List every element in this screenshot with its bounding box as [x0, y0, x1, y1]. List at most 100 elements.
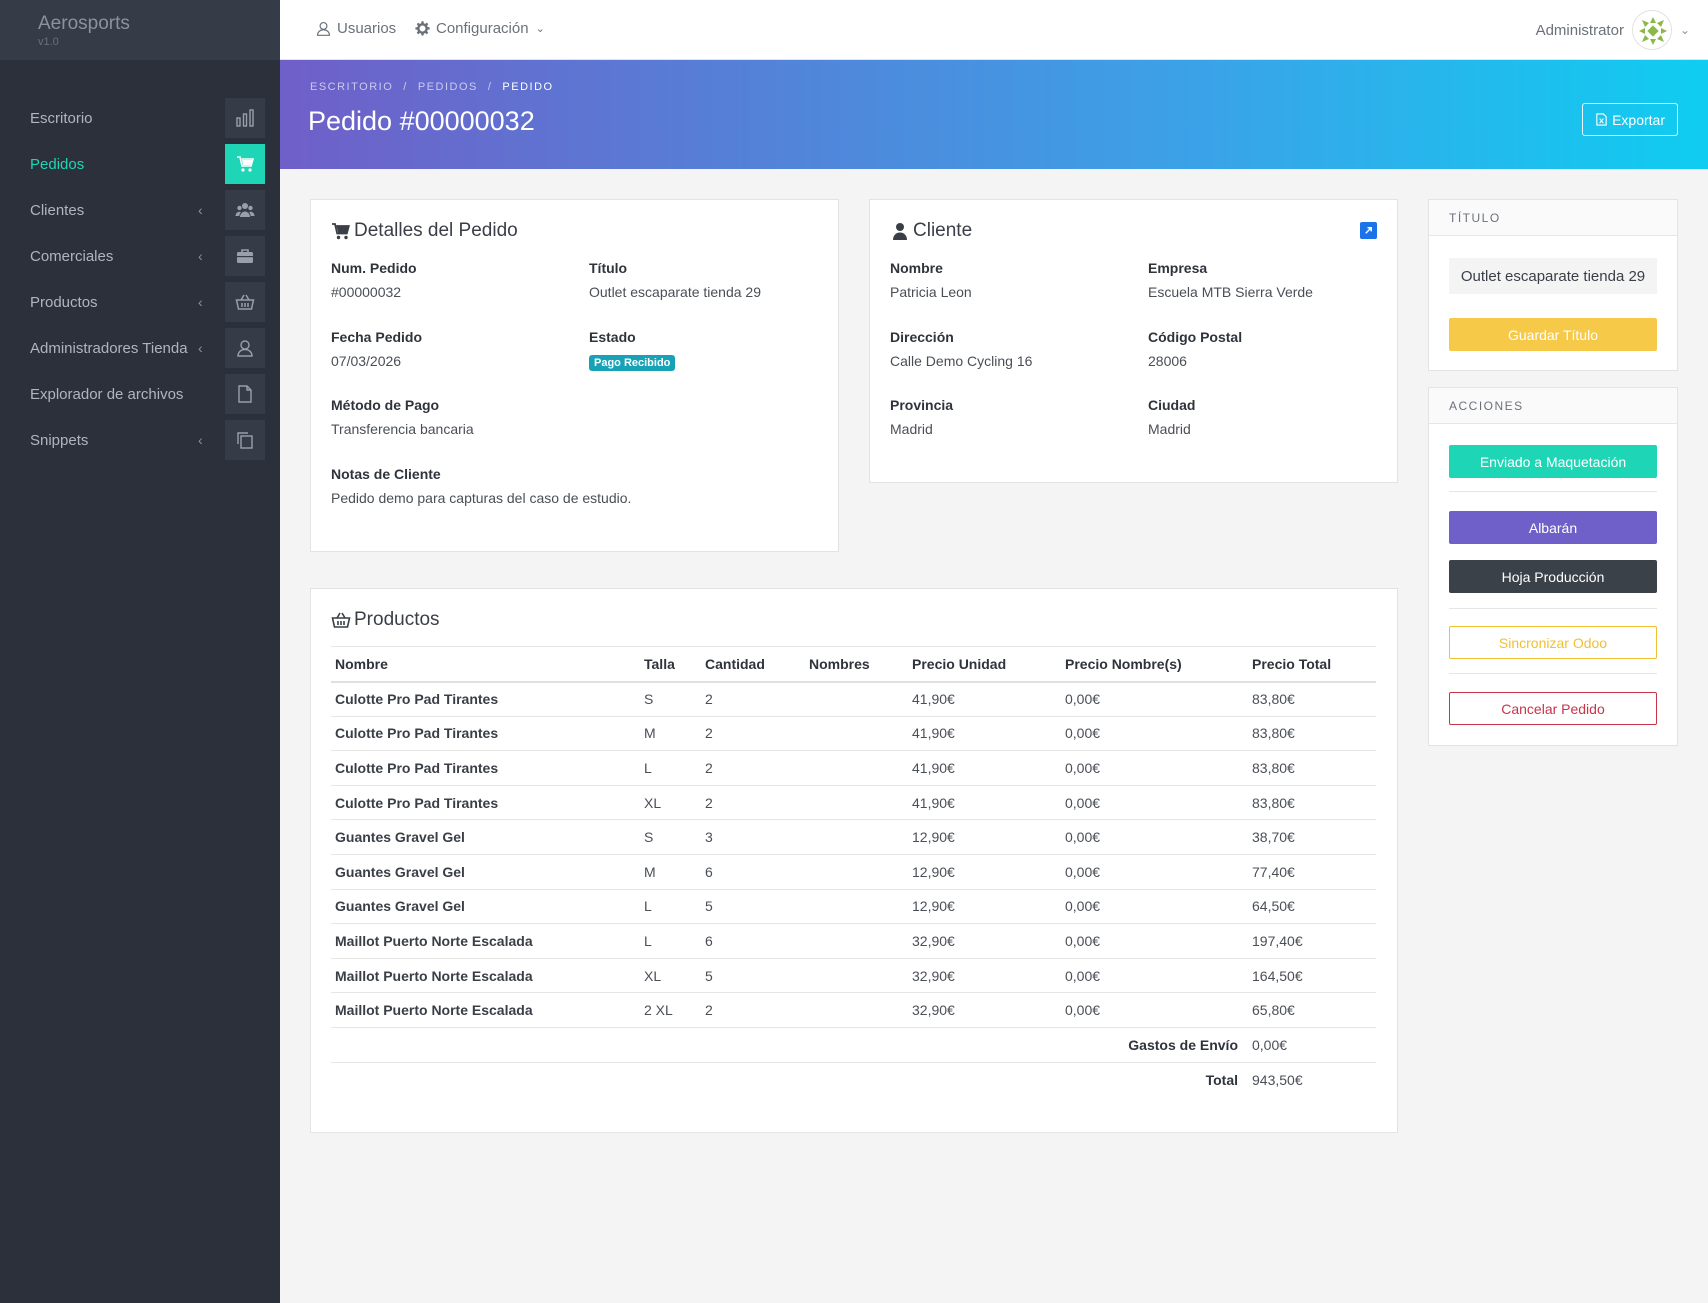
product-size: XL	[640, 958, 701, 994]
shipping-row: Gastos de Envío 0,00€	[331, 1027, 1376, 1063]
chevron-left-icon: ‹	[198, 340, 203, 356]
names-price: 0,00€	[1061, 958, 1248, 994]
unit-price: 12,90€	[908, 854, 1061, 890]
table-row: Culotte Pro Pad Tirantes S 2 41,90€ 0,00€ 83,…	[331, 681, 1376, 717]
hoja-produccion-button[interactable]: Hoja Producción	[1449, 560, 1657, 593]
sidebar-item-comerciales[interactable]: Comerciales ‹	[0, 233, 280, 279]
usuarios-label: Usuarios	[337, 20, 397, 37]
field-ciudad: Ciudad Madrid	[1148, 397, 1195, 437]
total-label: Total	[1205, 1071, 1238, 1088]
configuracion-label: Configuración	[436, 20, 529, 37]
column-header: Precio Unidad	[908, 646, 1061, 683]
user-menu[interactable]: Administrator ⌄	[1536, 10, 1690, 50]
product-size: S	[640, 681, 701, 717]
product-qty: 2	[701, 785, 805, 821]
unit-price: 12,90€	[908, 819, 1061, 855]
sincronizar-odoo-button[interactable]: Sincronizar Odoo	[1449, 626, 1657, 659]
sidebar-item-snippets[interactable]: Snippets ‹	[0, 417, 280, 463]
albaran-button[interactable]: Albarán	[1449, 511, 1657, 544]
unit-price: 41,90€	[908, 785, 1061, 821]
page-header: ESCRITORIO / PEDIDOS / PEDIDO Pedido #000000…	[280, 60, 1708, 169]
total-price: 164,50€	[1248, 958, 1376, 994]
copy-icon	[225, 420, 265, 460]
guardar-titulo-button[interactable]: Guardar Título	[1449, 318, 1657, 351]
product-names	[805, 785, 908, 821]
names-price: 0,00€	[1061, 785, 1248, 821]
usuarios-link[interactable]: Usuarios	[315, 20, 396, 37]
user-icon	[316, 21, 331, 36]
product-size: L	[640, 889, 701, 925]
sidebar-item-administradores[interactable]: Administradores Tienda ‹	[0, 325, 280, 371]
user-icon	[225, 328, 265, 368]
names-price: 0,00€	[1061, 889, 1248, 925]
file-icon	[225, 374, 265, 414]
card-title: Productos	[331, 609, 440, 631]
names-price: 0,00€	[1061, 681, 1248, 717]
product-names	[805, 992, 908, 1028]
sidebar-item-label: Clientes	[30, 201, 85, 219]
unit-price: 32,90€	[908, 923, 1061, 959]
sidebar-item-label: Productos	[30, 293, 98, 311]
divider	[1449, 608, 1657, 609]
sidebar-item-productos[interactable]: Productos ‹	[0, 279, 280, 325]
sidebar-item-label: Administradores Tienda	[30, 339, 188, 357]
briefcase-icon	[225, 236, 265, 276]
enviado-maquetacion-button[interactable]: Enviado a Maquetación	[1449, 445, 1657, 478]
names-price: 0,00€	[1061, 750, 1248, 786]
status-badge: Pago Recibido	[589, 355, 676, 371]
breadcrumb-current: PEDIDO	[502, 81, 554, 93]
avatar	[1631, 10, 1672, 50]
total-price: 38,70€	[1248, 819, 1376, 855]
sidebar-item-label: Snippets	[30, 431, 89, 449]
brand-version: v1.0	[38, 36, 59, 48]
sidebar-item-escritorio[interactable]: Escritorio	[0, 95, 280, 141]
unit-price: 32,90€	[908, 958, 1061, 994]
breadcrumb-separator: /	[403, 81, 408, 93]
total-price: 83,80€	[1248, 716, 1376, 752]
column-header: Nombre	[331, 646, 640, 683]
field-label: Estado	[589, 329, 636, 345]
export-button[interactable]: Exportar	[1582, 103, 1678, 136]
product-name: Maillot Puerto Norte Escalada	[331, 958, 640, 994]
column-header: Precio Nombre(s)	[1061, 646, 1248, 683]
field-provincia: Provincia Madrid	[890, 397, 953, 437]
cart-icon	[225, 144, 265, 184]
field-nombre: Nombre Patricia Leon	[890, 260, 972, 300]
chevron-left-icon: ‹	[198, 294, 203, 310]
field-label: Num. Pedido	[331, 260, 417, 276]
total-price: 65,80€	[1248, 992, 1376, 1028]
cancelar-pedido-button[interactable]: Cancelar Pedido	[1449, 692, 1657, 725]
external-link-icon[interactable]	[1360, 222, 1377, 239]
field-label: Nombre	[890, 260, 943, 276]
product-size: 2 XL	[640, 992, 701, 1028]
field-value: Escuela MTB Sierra Verde	[1148, 284, 1313, 300]
sidebar-item-clientes[interactable]: Clientes ‹	[0, 187, 280, 233]
unit-price: 41,90€	[908, 750, 1061, 786]
product-size: XL	[640, 785, 701, 821]
client-title: Cliente	[913, 220, 973, 241]
product-qty: 5	[701, 889, 805, 925]
field-codigo-postal: Código Postal 28006	[1148, 329, 1242, 369]
total-price: 83,80€	[1248, 785, 1376, 821]
divider	[1449, 491, 1657, 492]
brand[interactable]: Aerosports v1.0	[0, 0, 280, 60]
sidebar-item-explorador[interactable]: Explorador de archivos	[0, 371, 280, 417]
configuracion-menu[interactable]: Configuración ⌄	[414, 20, 545, 37]
field-label: Empresa	[1148, 260, 1208, 276]
sidebar-item-pedidos[interactable]: Pedidos	[0, 141, 280, 187]
card-title: Cliente	[890, 220, 972, 242]
total-price: 77,40€	[1248, 854, 1376, 890]
divider	[1449, 673, 1657, 674]
order-details-title: Detalles del Pedido	[354, 220, 518, 241]
breadcrumb-escritorio[interactable]: ESCRITORIO	[310, 81, 394, 93]
product-names	[805, 750, 908, 786]
breadcrumb-pedidos[interactable]: PEDIDOS	[417, 81, 478, 93]
product-names	[805, 681, 908, 717]
column-header: Precio Total	[1248, 646, 1376, 683]
field-value: Transferencia bancaria	[331, 421, 474, 437]
field-value: Patricia Leon	[890, 284, 972, 300]
product-name: Culotte Pro Pad Tirantes	[331, 750, 640, 786]
titulo-input[interactable]: Outlet escaparate tienda 29	[1449, 258, 1657, 294]
export-label: Exportar	[1612, 111, 1665, 128]
field-value: Outlet escaparate tienda 29	[589, 284, 762, 300]
